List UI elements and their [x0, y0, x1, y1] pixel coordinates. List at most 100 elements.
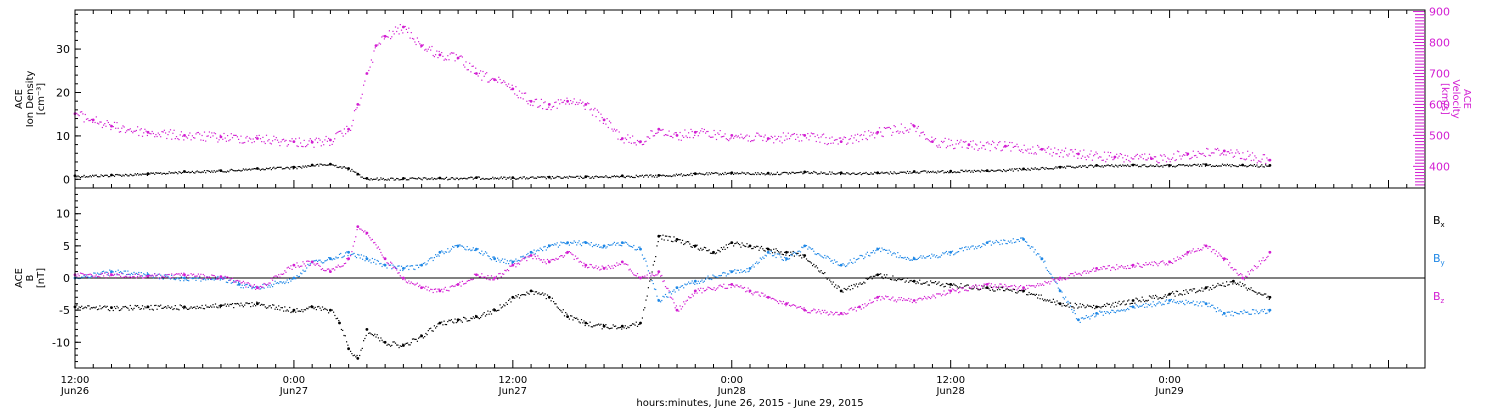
velocity-series-point [1004, 144, 1007, 148]
bz-series-sample [408, 280, 410, 282]
by-series-sample [1015, 241, 1017, 243]
bx-series-sample [428, 328, 431, 330]
bz-series-sample [314, 264, 316, 266]
bx-series-sample [673, 236, 675, 238]
bx-series-sample [1071, 306, 1073, 308]
velocity-series-sample [869, 135, 871, 137]
bx-series-sample [411, 338, 414, 340]
bx-series-sample [1170, 292, 1172, 294]
velocity-series-sample [1091, 159, 1093, 161]
ion-density-series-sample [1013, 168, 1016, 170]
velocity-series-sample [1148, 153, 1151, 155]
bx-series-sample [105, 306, 107, 308]
ion-density-series-sample [1040, 167, 1042, 169]
by-series-sample [776, 253, 778, 255]
bx-series-sample [919, 279, 921, 281]
velocity-series-sample [858, 141, 860, 143]
ion-density-series-sample [656, 176, 658, 178]
ion-density-series-sample [1065, 167, 1067, 169]
by-series-sample [545, 249, 547, 251]
bx-series-sample [360, 349, 362, 351]
ion-density-series-point [766, 171, 770, 175]
velocity-series-sample [593, 109, 595, 111]
by-series-sample [624, 241, 626, 243]
ion-density-series-sample [1128, 165, 1130, 167]
bx-series-sample [228, 305, 230, 307]
by-series-sample [1049, 272, 1051, 274]
bz-series-sample [370, 239, 372, 241]
by-series-sample [686, 283, 688, 285]
ion-density-series-sample [230, 168, 232, 170]
velocity-series-sample [949, 145, 951, 147]
bz-series-sample [398, 272, 400, 274]
ion-density-series-sample [447, 179, 449, 181]
velocity-series-sample [194, 137, 196, 139]
bz-series-sample [291, 268, 293, 270]
bx-series-sample [756, 245, 758, 247]
bx-series-sample [1100, 307, 1102, 309]
bz-series-sample [568, 251, 570, 253]
by-series-sample [886, 249, 888, 251]
bz-series-sample [1089, 270, 1091, 272]
velocity-series-sample [633, 142, 635, 144]
ion-density-series-sample [325, 164, 327, 166]
bx-series-point [292, 308, 296, 312]
ion-density-series-sample [1195, 164, 1197, 166]
velocity-series-sample [809, 135, 811, 137]
bz-series-sample [168, 273, 170, 276]
velocity-series-sample [579, 99, 581, 101]
bz-series-sample [818, 309, 820, 311]
by-series-sample [400, 265, 403, 267]
velocity-series-sample [972, 140, 974, 142]
bx-series-sample [670, 240, 673, 242]
ion-density-series-sample [265, 167, 268, 169]
ion-density-series-sample [448, 178, 450, 180]
bx-series-sample [1172, 291, 1174, 293]
by-series-sample [550, 244, 552, 246]
velocity-tick-label: 400 [1429, 160, 1450, 173]
velocity-series-sample [471, 65, 473, 67]
ion-density-series-sample [741, 171, 743, 173]
bz-series-sample [156, 274, 158, 276]
by-series-sample [894, 253, 896, 255]
velocity-series-sample [1243, 158, 1245, 160]
bz-series-sample [133, 276, 135, 278]
bx-series-sample [459, 318, 461, 321]
by-series-sample [740, 269, 742, 271]
velocity-series-sample [989, 150, 991, 152]
velocity-series-sample [667, 134, 669, 136]
bx-series-sample [953, 283, 955, 285]
velocity-series-sample [416, 37, 418, 39]
velocity-series-sample [931, 136, 933, 138]
by-series-sample [619, 244, 622, 246]
bz-series-sample [781, 303, 783, 305]
velocity-series-sample [936, 145, 938, 147]
velocity-series-sample [1082, 155, 1084, 157]
velocity-series-sample [318, 137, 320, 140]
bx-series-sample [415, 338, 417, 340]
ion-density-series-sample [100, 174, 102, 176]
bz-series-sample [515, 266, 517, 268]
ion-density-series-sample [709, 173, 712, 175]
bx-series-sample [464, 317, 466, 319]
ion-density-series-sample [135, 174, 137, 176]
bx-series-sample [325, 308, 327, 310]
by-series-point [475, 247, 478, 251]
ion-density-series-sample [318, 165, 320, 167]
by-series-sample [297, 276, 299, 278]
bx-series-sample [830, 281, 832, 283]
bz-series-point [383, 257, 387, 261]
velocity-series-sample [251, 142, 253, 144]
velocity-series-sample [562, 101, 564, 103]
bz-series-sample [1145, 262, 1147, 264]
velocity-series-sample [262, 136, 264, 138]
ion-density-series-sample [210, 171, 212, 173]
bx-series-sample [208, 306, 210, 308]
bx-series-sample [752, 247, 754, 250]
velocity-series-sample [571, 102, 573, 105]
by-series-sample [380, 262, 382, 265]
by-series-sample [258, 286, 260, 288]
by-series-sample [674, 291, 676, 293]
velocity-series-sample [551, 106, 553, 108]
bz-series-sample [932, 294, 934, 296]
